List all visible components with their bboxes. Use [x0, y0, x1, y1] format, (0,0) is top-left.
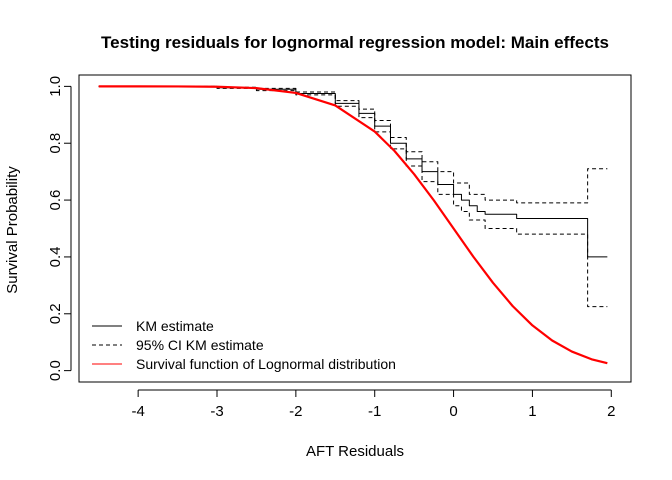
- y-tick-label: 0.8: [47, 133, 64, 154]
- x-tick-label: -3: [210, 403, 223, 420]
- legend: KM estimate 95% CI KM estimate Survival fu…: [92, 318, 396, 372]
- y-tick-label: 0.6: [47, 190, 64, 211]
- legend-label: Survival function of Lognormal distribut…: [136, 356, 396, 372]
- plot-frame: [78, 74, 632, 383]
- x-tick-label: -2: [289, 403, 302, 420]
- x-tick-label: -1: [368, 403, 381, 420]
- x-tick-label: -4: [131, 403, 144, 420]
- y-axis-label: Survival Probability: [4, 166, 21, 294]
- legend-label: KM estimate: [136, 318, 214, 334]
- series-line-3: [98, 85, 608, 365]
- series-layer: [98, 85, 608, 365]
- series-line-0: [98, 85, 608, 258]
- y-tick-label: 0.2: [47, 303, 64, 324]
- chart-title: Testing residuals for lognormal regressi…: [101, 33, 609, 52]
- x-tick-label: 1: [528, 403, 536, 420]
- x-tick-label: 0: [449, 403, 457, 420]
- series-line-1: [98, 85, 608, 204]
- legend-label: 95% CI KM estimate: [136, 337, 264, 353]
- series-line-2: [98, 85, 608, 308]
- y-tick-label: 1.0: [47, 76, 64, 97]
- x-axis-label: AFT Residuals: [306, 443, 404, 460]
- y-tick-label: 0.4: [47, 246, 64, 267]
- x-axis: -4 -3 -2 -1 0 1 2: [131, 389, 615, 420]
- y-axis: 0.0 0.2 0.4 0.6 0.8 1.0: [47, 76, 72, 381]
- y-tick-label: 0.0: [47, 360, 64, 381]
- x-tick-label: 2: [607, 403, 615, 420]
